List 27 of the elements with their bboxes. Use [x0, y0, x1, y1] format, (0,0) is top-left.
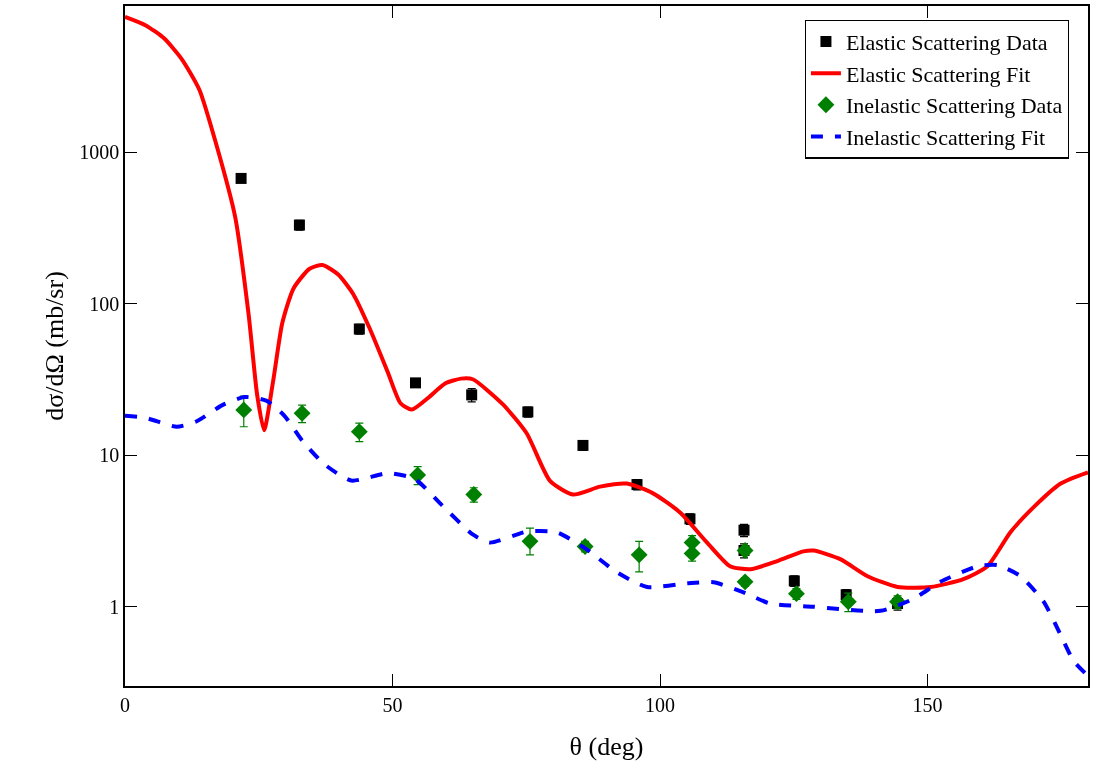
y-tick-label: 10 — [99, 444, 120, 467]
line-series — [125, 14, 1088, 590]
point — [839, 593, 857, 611]
legend-label: Inelastic Scattering Fit — [845, 124, 1046, 150]
y-axis-title: dσ/dΩ (mb/sr) — [39, 271, 69, 421]
y-tick-label: 100 — [89, 292, 120, 315]
point — [235, 172, 247, 184]
point — [736, 573, 754, 591]
point — [350, 423, 368, 441]
point — [235, 401, 253, 419]
legend-label: Elastic Scattering Fit — [845, 61, 1031, 87]
point — [465, 486, 483, 503]
point — [293, 404, 311, 422]
point — [409, 466, 427, 484]
x-tick-label: 100 — [645, 693, 675, 716]
y-tick-label: 1 — [109, 595, 120, 618]
x-tick-label: 0 — [120, 693, 130, 716]
legend-label: Elastic Scattering Data — [845, 30, 1048, 56]
x-tick-label: 50 — [382, 693, 403, 716]
point — [787, 585, 805, 603]
x-tick-label: 150 — [912, 693, 943, 716]
y-tick-label: 1000 — [79, 141, 120, 164]
legend-label: Inelastic Scattering Data — [845, 93, 1063, 119]
point — [630, 546, 648, 564]
point — [410, 377, 421, 389]
x-axis-title: θ (deg) — [569, 732, 644, 761]
point — [521, 532, 539, 550]
